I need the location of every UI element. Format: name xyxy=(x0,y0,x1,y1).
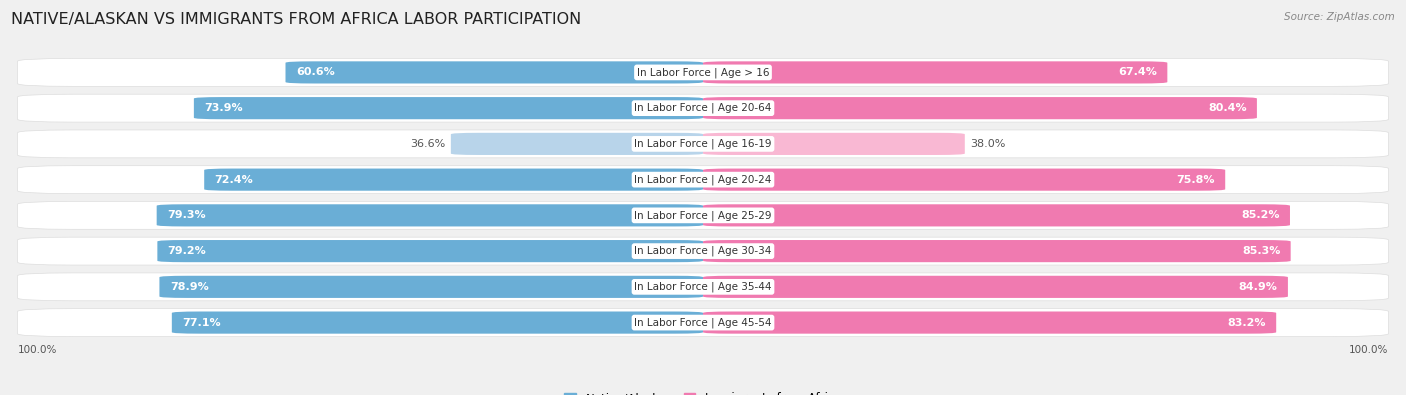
Text: 77.1%: 77.1% xyxy=(183,318,221,327)
FancyBboxPatch shape xyxy=(703,169,1225,191)
Legend: Native/Alaskan, Immigrants from Africa: Native/Alaskan, Immigrants from Africa xyxy=(562,390,844,395)
FancyBboxPatch shape xyxy=(157,240,703,262)
Text: In Labor Force | Age 25-29: In Labor Force | Age 25-29 xyxy=(634,210,772,221)
Text: 75.8%: 75.8% xyxy=(1177,175,1215,184)
Text: In Labor Force | Age 35-44: In Labor Force | Age 35-44 xyxy=(634,282,772,292)
FancyBboxPatch shape xyxy=(17,94,1389,122)
FancyBboxPatch shape xyxy=(451,133,703,155)
Text: 100.0%: 100.0% xyxy=(17,345,56,355)
Text: Source: ZipAtlas.com: Source: ZipAtlas.com xyxy=(1284,12,1395,22)
FancyBboxPatch shape xyxy=(17,166,1389,194)
FancyBboxPatch shape xyxy=(172,312,703,334)
FancyBboxPatch shape xyxy=(703,97,1257,119)
Text: In Labor Force | Age 16-19: In Labor Force | Age 16-19 xyxy=(634,139,772,149)
Text: In Labor Force | Age 20-24: In Labor Force | Age 20-24 xyxy=(634,174,772,185)
Text: In Labor Force | Age 45-54: In Labor Force | Age 45-54 xyxy=(634,317,772,328)
Text: In Labor Force | Age 30-34: In Labor Force | Age 30-34 xyxy=(634,246,772,256)
FancyBboxPatch shape xyxy=(156,204,703,226)
Text: 79.3%: 79.3% xyxy=(167,211,205,220)
Text: 78.9%: 78.9% xyxy=(170,282,208,292)
Text: 73.9%: 73.9% xyxy=(204,103,243,113)
Text: 84.9%: 84.9% xyxy=(1239,282,1278,292)
FancyBboxPatch shape xyxy=(703,276,1288,298)
Text: In Labor Force | Age > 16: In Labor Force | Age > 16 xyxy=(637,67,769,78)
Text: In Labor Force | Age 20-64: In Labor Force | Age 20-64 xyxy=(634,103,772,113)
FancyBboxPatch shape xyxy=(17,130,1389,158)
FancyBboxPatch shape xyxy=(204,169,703,191)
Text: 100.0%: 100.0% xyxy=(1350,345,1389,355)
FancyBboxPatch shape xyxy=(703,240,1291,262)
Text: 36.6%: 36.6% xyxy=(411,139,446,149)
FancyBboxPatch shape xyxy=(703,204,1289,226)
Text: NATIVE/ALASKAN VS IMMIGRANTS FROM AFRICA LABOR PARTICIPATION: NATIVE/ALASKAN VS IMMIGRANTS FROM AFRICA… xyxy=(11,12,582,27)
FancyBboxPatch shape xyxy=(17,308,1389,337)
FancyBboxPatch shape xyxy=(703,133,965,155)
Text: 72.4%: 72.4% xyxy=(215,175,253,184)
FancyBboxPatch shape xyxy=(17,58,1389,87)
FancyBboxPatch shape xyxy=(194,97,703,119)
FancyBboxPatch shape xyxy=(703,312,1277,334)
FancyBboxPatch shape xyxy=(285,61,703,83)
FancyBboxPatch shape xyxy=(17,273,1389,301)
Text: 80.4%: 80.4% xyxy=(1208,103,1247,113)
Text: 67.4%: 67.4% xyxy=(1118,68,1157,77)
Text: 60.6%: 60.6% xyxy=(295,68,335,77)
Text: 38.0%: 38.0% xyxy=(970,139,1005,149)
FancyBboxPatch shape xyxy=(159,276,703,298)
FancyBboxPatch shape xyxy=(703,61,1167,83)
Text: 83.2%: 83.2% xyxy=(1227,318,1265,327)
Text: 79.2%: 79.2% xyxy=(167,246,207,256)
FancyBboxPatch shape xyxy=(17,201,1389,229)
Text: 85.2%: 85.2% xyxy=(1241,211,1279,220)
Text: 85.3%: 85.3% xyxy=(1241,246,1281,256)
FancyBboxPatch shape xyxy=(17,237,1389,265)
